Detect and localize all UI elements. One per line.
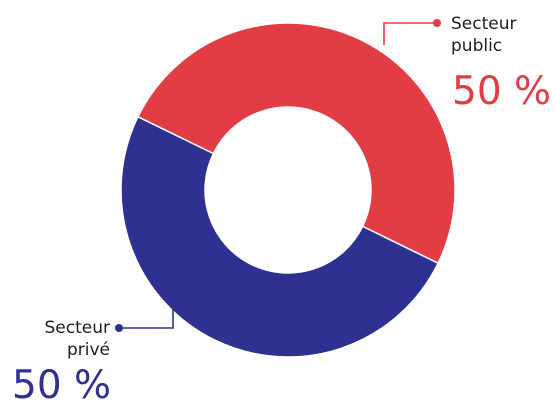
slice-label-private-line2: privé	[66, 340, 110, 360]
leader-lines	[115, 19, 441, 332]
slice-label-public-line1: Secteur	[451, 14, 517, 34]
slice-label-public: Secteur public	[451, 13, 517, 57]
leader-public-line	[383, 22, 437, 45]
slice-label-private-line1: Secteur	[44, 318, 111, 338]
slice-public	[136, 22, 456, 265]
slice-value-public: 50 %	[452, 69, 552, 114]
slice-value-private: 50 %	[12, 363, 112, 408]
slice-label-private: Secteur privé	[45, 317, 111, 361]
slice-label-public-line2: public	[451, 36, 503, 56]
leader-private-dot	[115, 324, 123, 332]
slice-private	[120, 115, 440, 358]
leader-public-dot	[433, 19, 441, 27]
leader-private-line	[119, 307, 174, 329]
donut-slices	[120, 22, 456, 358]
